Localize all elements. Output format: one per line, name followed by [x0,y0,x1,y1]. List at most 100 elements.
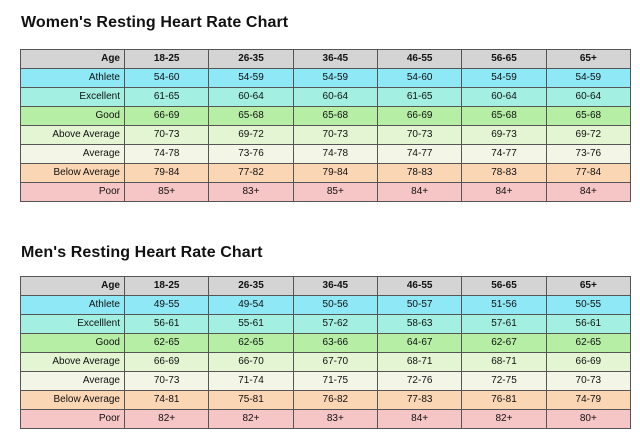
heart-rate-cell: 80+ [545,409,632,429]
age-group-header: 18-25 [123,49,210,69]
heart-rate-cell: 54-60 [376,68,463,88]
heart-rate-cell: 68-71 [376,352,463,372]
heart-rate-cell: 74-78 [123,144,210,164]
heart-rate-cell: 83+ [292,409,378,429]
heart-rate-cell: 85+ [292,182,378,202]
heart-rate-cell: 70-73 [545,371,632,391]
heart-rate-cell: 77-84 [545,163,632,183]
age-group-header: 26-35 [208,276,294,296]
women-heart-rate-table: Age 18-25 26-35 36-45 46-55 56-65 65+ At… [20,49,632,202]
heart-rate-cell: 71-74 [208,371,294,391]
heart-rate-cell: 69-72 [208,125,294,145]
heart-rate-cell: 50-56 [292,295,378,315]
rating-label: Good [20,333,125,353]
heart-rate-cell: 54-60 [123,68,210,88]
heart-rate-cell: 68-71 [461,352,547,372]
heart-rate-cell: 66-70 [208,352,294,372]
table-header-row: Age 18-25 26-35 36-45 46-55 56-65 65+ [20,276,632,296]
rating-label: Below Average [20,390,125,410]
men-heart-rate-table: Age 18-25 26-35 36-45 46-55 56-65 65+ At… [20,276,632,429]
heart-rate-cell: 72-76 [376,371,463,391]
age-group-header: 56-65 [461,49,547,69]
heart-rate-cell: 66-69 [545,352,632,372]
table-row: Athlete 49-55 49-54 50-56 50-57 51-56 50-55 [20,295,632,315]
table-row: Below Average 79-84 77-82 79-84 78-83 78-83 77… [20,163,632,183]
table-row: Average 70-73 71-74 71-75 72-76 72-75 70-73 [20,371,632,391]
age-header: Age [20,276,125,296]
age-group-header: 65+ [545,49,632,69]
heart-rate-cell: 63-66 [292,333,378,353]
age-group-header: 36-45 [292,49,378,69]
table-row: Above Average 70-73 69-72 70-73 70-73 69-73 69… [20,125,632,145]
heart-rate-cell: 69-72 [545,125,632,145]
heart-rate-cell: 66-69 [123,106,210,126]
men-chart-title: Men's Resting Heart Rate Chart [21,244,263,261]
rating-label: Athlete [20,295,125,315]
heart-rate-cell: 74-77 [461,144,547,164]
age-group-header: 18-25 [123,276,210,296]
heart-rate-cell: 50-57 [376,295,463,315]
heart-rate-cell: 70-73 [123,125,210,145]
women-chart-title: Women's Resting Heart Rate Chart [21,14,289,31]
heart-rate-cell: 62-65 [208,333,294,353]
rating-label: Good [20,106,125,126]
heart-rate-cell: 76-81 [461,390,547,410]
age-header: Age [20,49,125,69]
heart-rate-cell: 77-82 [208,163,294,183]
heart-rate-cell: 74-77 [376,144,463,164]
heart-rate-cell: 54-59 [461,68,547,88]
heart-rate-cell: 82+ [123,409,210,429]
heart-rate-cell: 83+ [208,182,294,202]
rating-label: Athlete [20,68,125,88]
heart-rate-cell: 79-84 [292,163,378,183]
heart-rate-cell: 79-84 [123,163,210,183]
heart-rate-cell: 82+ [461,409,547,429]
table-header-row: Age 18-25 26-35 36-45 46-55 56-65 65+ [20,49,632,69]
rating-label: Above Average [20,352,125,372]
age-group-header: 65+ [545,276,632,296]
rating-label: Below Average [20,163,125,183]
rating-label: Above Average [20,125,125,145]
heart-rate-cell: 66-69 [376,106,463,126]
heart-rate-cell: 72-75 [461,371,547,391]
heart-rate-cell: 56-61 [123,314,210,334]
heart-rate-cell: 50-55 [545,295,632,315]
heart-rate-cell: 65-68 [461,106,547,126]
heart-rate-cell: 65-68 [208,106,294,126]
heart-rate-cell: 70-73 [376,125,463,145]
heart-rate-cell: 84+ [376,409,463,429]
heart-rate-cell: 78-83 [461,163,547,183]
table-row: Good 66-69 65-68 65-68 66-69 65-68 65-68 [20,106,632,126]
heart-rate-cell: 85+ [123,182,210,202]
heart-rate-cell: 76-82 [292,390,378,410]
heart-rate-cell: 84+ [376,182,463,202]
heart-rate-cell: 62-65 [545,333,632,353]
table-row: Poor 85+ 83+ 85+ 84+ 84+ 84+ [20,182,632,202]
heart-rate-cell: 57-62 [292,314,378,334]
heart-rate-cell: 74-78 [292,144,378,164]
heart-rate-cell: 75-81 [208,390,294,410]
heart-rate-cell: 62-67 [461,333,547,353]
heart-rate-cell: 54-59 [292,68,378,88]
heart-rate-cell: 55-61 [208,314,294,334]
rating-label: Poor [20,409,125,429]
rating-label: Poor [20,182,125,202]
heart-rate-cell: 54-59 [208,68,294,88]
heart-rate-cell: 64-67 [376,333,463,353]
heart-rate-cell: 73-76 [545,144,632,164]
heart-rate-cell: 56-61 [545,314,632,334]
heart-rate-cell: 54-59 [545,68,632,88]
table-row: Average 74-78 73-76 74-78 74-77 74-77 73-76 [20,144,632,164]
heart-rate-cell: 74-81 [123,390,210,410]
heart-rate-cell: 69-73 [461,125,547,145]
rating-label: Average [20,371,125,391]
heart-rate-cell: 60-64 [461,87,547,107]
rating-label: Average [20,144,125,164]
rating-label: Excellent [20,87,125,107]
table-row: Above Average 66-69 66-70 67-70 68-71 68-71 66… [20,352,632,372]
heart-rate-cell: 84+ [461,182,547,202]
heart-rate-cell: 74-79 [545,390,632,410]
heart-rate-cell: 70-73 [123,371,210,391]
heart-rate-cell: 57-61 [461,314,547,334]
heart-rate-cell: 65-68 [545,106,632,126]
